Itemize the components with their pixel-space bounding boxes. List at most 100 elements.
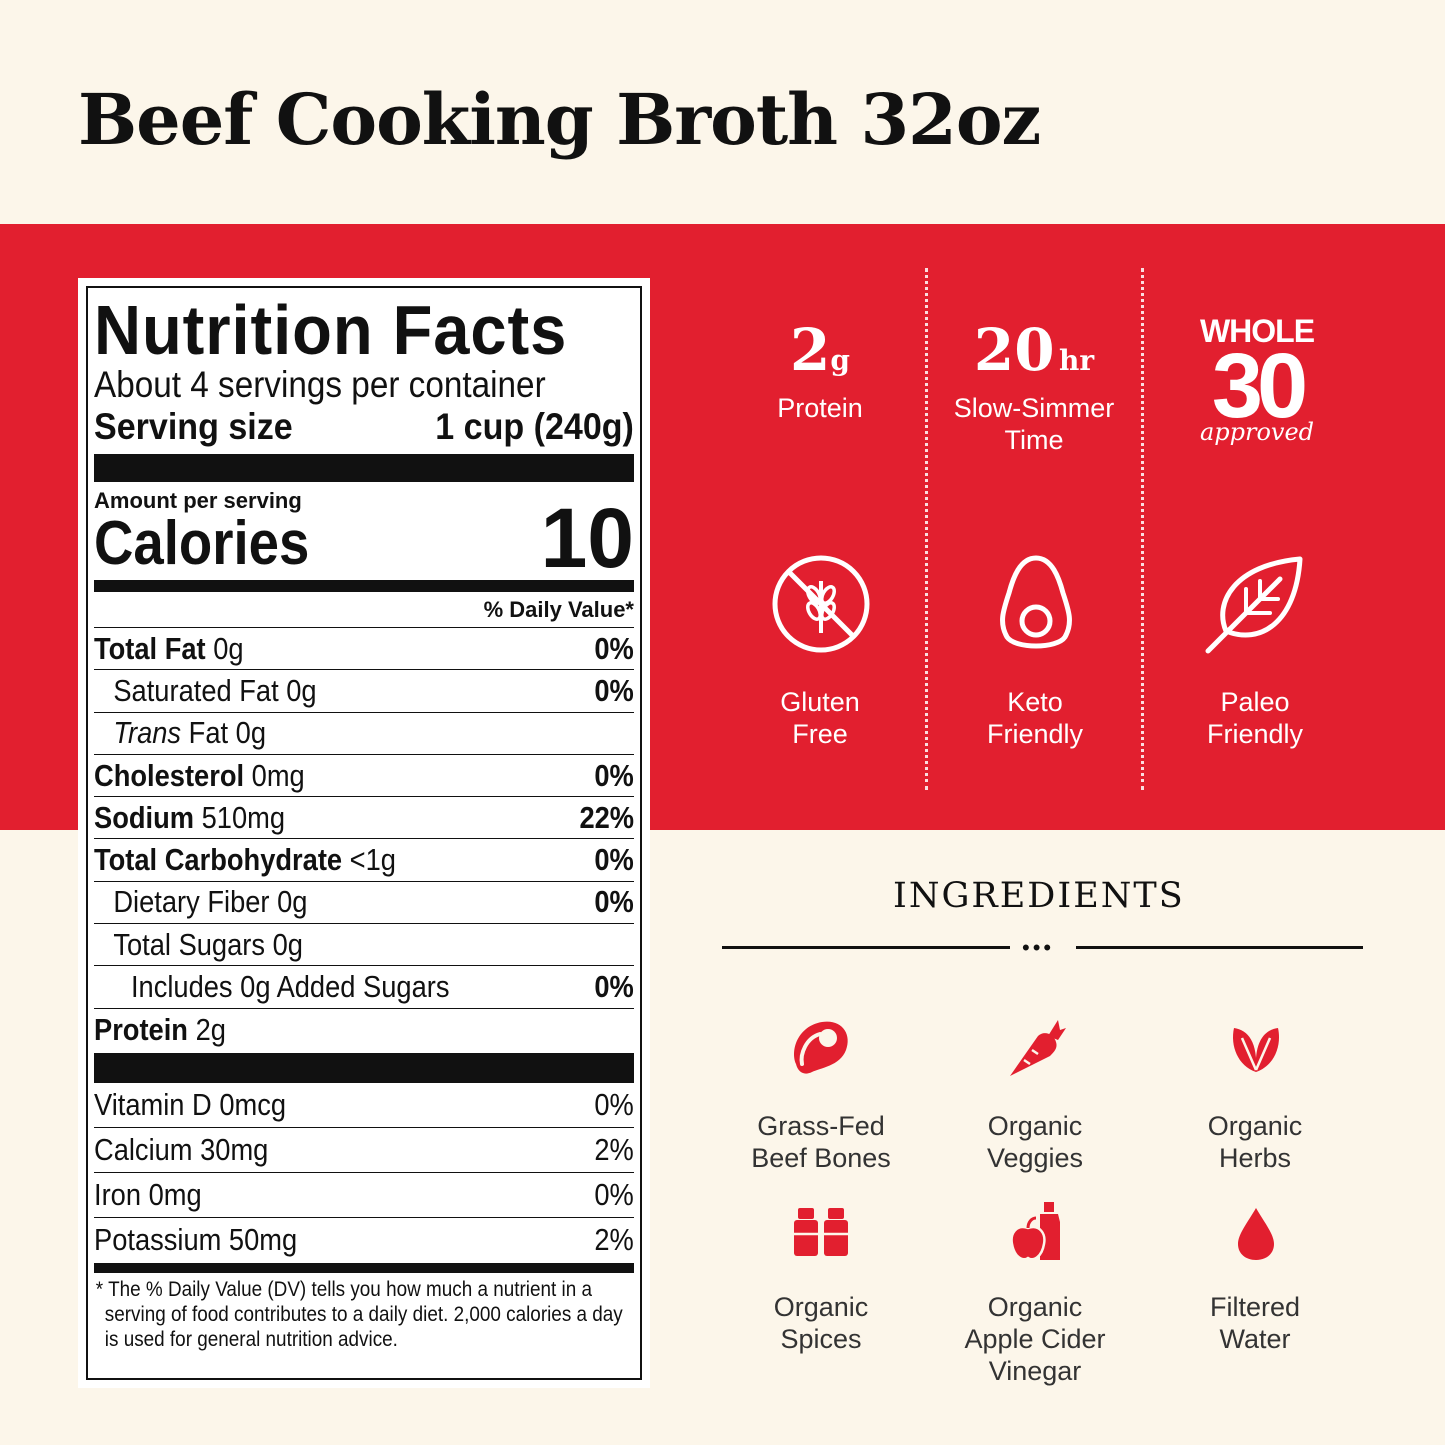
nutrition-facts-label: Nutrition Facts About 4 servings per con… [86,286,642,1380]
ingredient-label: Organic Apple Cider Vinegar [964,1292,1106,1386]
nutrient-pct: 0% [594,969,634,1005]
nutrient-row-trans-fat: Trans Fat 0g [94,713,634,755]
avocado-icon [1000,555,1072,649]
nutrient-pct: 0% [594,757,634,793]
vitamin-name: Iron 0mg [94,1176,202,1212]
water-drop-icon [1238,1208,1274,1260]
nutrition-facts-panel: Nutrition Facts About 4 servings per con… [78,278,650,1388]
nutrient-row-added-sugars: Includes 0g Added Sugars 0% [94,966,634,1009]
protein-label: Protein [777,393,863,423]
nutrient-amount: 0mg [251,757,305,793]
simmer-value: 20 [973,316,1055,384]
calories-value: 10 [540,491,634,585]
diet-label-line2: Free [792,719,848,749]
nutrient-row-cholesterol: Cholesterol 0mg 0% [94,755,634,798]
nutrient-amount: Fat 0g [181,715,266,751]
calories-row: Calories 10 [94,496,634,580]
nutrient-amount: <1g [349,842,396,878]
serving-size-value: 1 cup (240g) [435,406,634,447]
nutrient-pct: 0% [594,630,634,666]
diet-label-keto: Keto Friendly [925,686,1145,750]
vitamin-row: Vitamin D 0mcg 0% [94,1083,634,1128]
protein-unit: g [830,344,850,377]
servings-per-container: About 4 servings per container [94,364,546,405]
nutrient-name: Cholesterol [94,757,245,793]
ingredient-label: Organic Veggies [986,1111,1084,1173]
diet-label-paleo: Paleo Friendly [1145,686,1365,750]
spice-shakers-icon [794,1208,848,1256]
nutrition-heading: Nutrition Facts [94,291,568,369]
ingredient-label: Organic Herbs [1207,1111,1303,1173]
protein-stat: 2g Protein [720,318,920,424]
gluten-free-icon [772,555,870,653]
ingredient-label: Filtered Water [1209,1292,1301,1354]
calories-label: Calories [94,509,310,578]
nutrient-name: Total Fat [94,630,206,666]
vitamin-name: Potassium 50mg [94,1222,298,1258]
whole30-number: 30 [1211,335,1308,437]
carrot-icon [1010,1020,1066,1076]
nutrient-amount: Dietary Fiber 0g [113,884,308,920]
simmer-unit: hr [1059,344,1095,377]
nutrient-name: Total Carbohydrate [94,842,343,878]
vitamin-pct: 0% [594,1176,634,1212]
diet-label-line2: Friendly [986,719,1084,749]
column-divider [925,268,928,790]
simmer-stat: 20 hr Slow-Simmer Time [934,318,1134,456]
nutrient-row-sodium: Sodium 510mg 22% [94,797,634,840]
vitamin-row: Potassium 50mg 2% [94,1218,634,1263]
apple-bottle-icon [1010,1202,1060,1261]
diet-label-gluten-free: Gluten Free [710,686,930,750]
leaf-icon [1205,556,1303,654]
nutrient-row-total-carbohydrate: Total Carbohydrate <1g 0% [94,839,634,882]
diet-label-line1: Gluten [780,687,860,717]
steak-icon [794,1021,848,1074]
thick-divider [94,454,634,482]
nutrient-pct: 0% [594,842,634,878]
column-divider [1141,268,1144,790]
thick-divider [94,1052,634,1083]
nutrient-pct: 0% [594,884,634,920]
nutrient-amount: 0g [213,630,244,666]
vitamin-row: Calcium 30mg 2% [94,1128,634,1173]
nutrient-amount: Includes 0g Added Sugars [130,969,450,1005]
amount-per-serving: Amount per serving [94,488,302,513]
diet-label-line1: Keto [1007,687,1063,717]
nutrient-name-italic: Trans [113,715,182,751]
vitamin-name: Calcium 30mg [94,1131,269,1167]
medium-divider [94,1262,634,1273]
vitamin-name: Vitamin D 0mcg [94,1086,287,1122]
serving-size-row: Serving size 1 cup (240g) [94,406,634,448]
daily-value-header: % Daily Value* [94,592,634,628]
daily-value-footnote: * The % Daily Value (DV) tells you how m… [95,1277,623,1351]
nutrient-amount: 510mg [201,799,286,835]
diet-label-line1: Paleo [1220,687,1290,717]
vitamin-pct: 2% [594,1131,634,1167]
nutrient-amount: Saturated Fat 0g [113,672,317,708]
serving-size-label: Serving size [94,406,293,447]
simmer-label-line2: Time [1004,425,1064,455]
protein-value: 2 [790,316,831,384]
nutrient-row-dietary-fiber: Dietary Fiber 0g 0% [94,882,634,925]
whole30-logo: WHOLE 30 approved [1192,313,1322,446]
nutrient-row-saturated-fat: Saturated Fat 0g 0% [94,670,634,713]
vitamin-pct: 2% [594,1222,634,1258]
heading-rule-right [1076,946,1363,949]
nutrient-row-total-fat: Total Fat 0g 0% [94,628,634,671]
ingredient-label: Organic Spices [773,1292,869,1354]
nutrient-amount: Total Sugars 0g [113,926,303,962]
vitamin-pct: 0% [594,1086,634,1122]
ingredient-label: Grass-Fed Beef Bones [751,1111,891,1173]
heading-rule-left [722,946,1010,949]
ingredients-heading: INGREDIENTS [893,876,1185,916]
nutrient-name: Protein [94,1011,188,1047]
heading-dots: ••• [1022,935,1055,960]
whole30-bottom: approved [1199,418,1315,446]
whole30-top: WHOLE [1199,313,1315,349]
herb-icon [1232,1028,1280,1072]
simmer-label-line1: Slow-Simmer [953,393,1115,423]
vitamin-row: Iron 0mg 0% [94,1173,634,1218]
nutrient-pct: 22% [579,799,634,835]
nutrient-row-protein: Protein 2g [94,1009,634,1051]
medium-divider [94,580,634,592]
